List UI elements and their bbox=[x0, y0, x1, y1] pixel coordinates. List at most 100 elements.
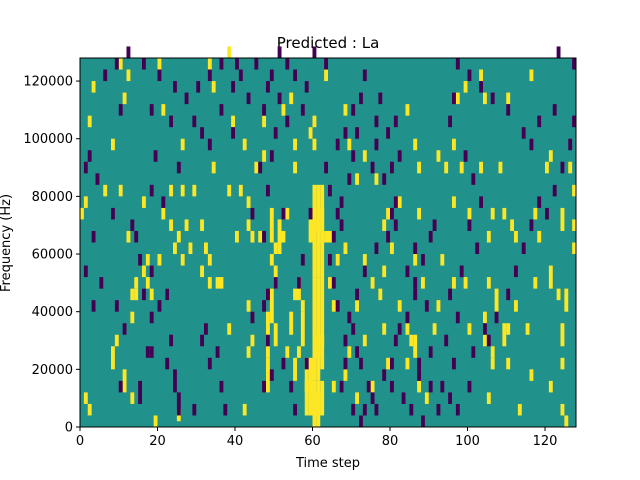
heatmap-cell-low bbox=[235, 58, 239, 70]
heatmap-cell-high bbox=[118, 58, 123, 70]
heatmap-cell-high bbox=[285, 207, 290, 220]
heatmap-cell-high bbox=[390, 242, 394, 255]
heatmap-cell-high bbox=[122, 369, 127, 393]
heatmap-cell-low bbox=[297, 277, 301, 289]
heatmap-cell-high bbox=[184, 219, 189, 231]
heatmap-cell-low bbox=[184, 92, 189, 105]
heatmap-cell-high bbox=[250, 230, 255, 243]
heatmap-cell-high bbox=[529, 369, 534, 381]
heatmap-cell-high bbox=[483, 92, 487, 105]
heatmap-cell-low bbox=[428, 380, 433, 393]
heatmap-cell-low bbox=[277, 46, 282, 58]
y-axis: 0 20000 40000 60000 80000 100000 120000 bbox=[23, 75, 80, 436]
heatmap-cell-high bbox=[312, 346, 317, 358]
heatmap-cell-high bbox=[483, 334, 487, 347]
heatmap-cell-low bbox=[138, 254, 143, 266]
heatmap-cell-high bbox=[211, 81, 216, 93]
heatmap-cell-high bbox=[273, 323, 278, 347]
heatmap-cell-low bbox=[506, 288, 511, 301]
heatmap-cell-high bbox=[215, 277, 220, 289]
heatmap-cell-low bbox=[545, 207, 549, 220]
heatmap-cell-high bbox=[467, 207, 472, 220]
heatmap-cell-low bbox=[413, 277, 418, 289]
heatmap-cell-low bbox=[173, 81, 177, 93]
heatmap-cell-low bbox=[448, 288, 453, 301]
heatmap-cell-high bbox=[246, 219, 251, 231]
heatmap-cell-high bbox=[343, 104, 348, 116]
heatmap-cell-low bbox=[266, 288, 270, 301]
heatmap-cell-high bbox=[506, 323, 511, 335]
heatmap-cell-high bbox=[242, 403, 247, 416]
heatmap-cell-low bbox=[436, 403, 441, 416]
heatmap-cell-high bbox=[277, 219, 282, 231]
heatmap-cell-high bbox=[126, 69, 131, 82]
heatmap-cell-high bbox=[560, 207, 565, 231]
heatmap-cell-high bbox=[269, 288, 274, 324]
high-value-cells bbox=[80, 46, 577, 427]
heatmap-cell-high bbox=[297, 346, 301, 358]
heatmap-cell-high bbox=[300, 311, 305, 347]
heatmap-cell-high bbox=[312, 115, 317, 128]
heatmap-cell-low bbox=[529, 138, 534, 151]
heatmap-cell-high bbox=[87, 403, 92, 416]
heatmap-cell-high bbox=[262, 115, 267, 128]
heatmap-cell-high bbox=[118, 184, 123, 197]
x-tick-label: 60 bbox=[304, 434, 321, 449]
heatmap-cell-low bbox=[207, 69, 212, 82]
heatmap-cell-low bbox=[149, 265, 154, 278]
heatmap-cell-high bbox=[180, 184, 185, 197]
heatmap-cell-high bbox=[479, 161, 484, 174]
heatmap-cell-low bbox=[428, 346, 433, 358]
heatmap-cell-high bbox=[207, 254, 212, 266]
x-axis: 0 20 40 60 80 100 120 bbox=[76, 427, 557, 449]
heatmap-cell-high bbox=[204, 242, 208, 255]
heatmap-cell-high bbox=[436, 300, 441, 312]
heatmap-cell-high bbox=[498, 161, 503, 174]
heatmap-cell-high bbox=[293, 288, 298, 301]
heatmap-cell-low bbox=[362, 265, 367, 278]
heatmap-cell-low bbox=[281, 357, 286, 370]
heatmap-cell-low bbox=[269, 369, 274, 381]
heatmap-cell-high bbox=[355, 300, 360, 312]
heatmap-cell-low bbox=[382, 369, 387, 381]
heatmap-cell-high bbox=[331, 380, 336, 393]
heatmap-cell-high bbox=[114, 334, 119, 347]
heatmap-cell-high bbox=[343, 242, 348, 255]
heatmap-cell-high bbox=[564, 415, 569, 427]
heatmap-cell-low bbox=[362, 69, 367, 82]
heatmap-cell-high bbox=[424, 392, 429, 404]
heatmap-cell-low bbox=[192, 403, 197, 416]
heatmap-cell-low bbox=[196, 81, 201, 93]
heatmap-cell-low bbox=[556, 46, 561, 58]
heatmap-cell-high bbox=[246, 300, 251, 312]
heatmap-cell-high bbox=[413, 138, 418, 151]
heatmap-cell-low bbox=[366, 380, 371, 393]
heatmap-cell-low bbox=[262, 380, 267, 393]
heatmap-cell-low bbox=[304, 81, 309, 93]
heatmap-cell-high bbox=[289, 92, 294, 105]
heatmap-cell-high bbox=[169, 184, 174, 197]
heatmap-cell-low bbox=[421, 415, 425, 427]
heatmap-cell-high bbox=[417, 380, 422, 393]
heatmap-cell-high bbox=[362, 334, 367, 347]
heatmap-cell-high bbox=[548, 150, 553, 162]
heatmap-cell-high bbox=[254, 161, 259, 174]
heatmap-cell-high bbox=[173, 242, 177, 255]
heatmap-cell-high bbox=[463, 277, 468, 289]
heatmap-cell-low bbox=[355, 127, 360, 139]
heatmap-cell-low bbox=[266, 184, 270, 197]
heatmap-cell-low bbox=[335, 138, 340, 151]
heatmap-cell-low bbox=[471, 173, 476, 185]
heatmap-cell-high bbox=[421, 277, 425, 289]
heatmap-cell-low bbox=[382, 173, 387, 185]
heatmap-cell-low bbox=[87, 150, 92, 162]
heatmap-cell-low bbox=[351, 104, 356, 116]
heatmap-cell-low bbox=[122, 323, 127, 335]
heatmap-cell-low bbox=[467, 219, 472, 231]
heatmap-cell-high bbox=[490, 346, 495, 358]
heatmap-cell-high bbox=[490, 357, 495, 370]
heatmap-cell-high bbox=[444, 161, 449, 174]
heatmap-cell-high bbox=[440, 254, 445, 266]
heatmap-cell-low bbox=[289, 380, 294, 393]
heatmap-cell-high bbox=[560, 323, 565, 347]
